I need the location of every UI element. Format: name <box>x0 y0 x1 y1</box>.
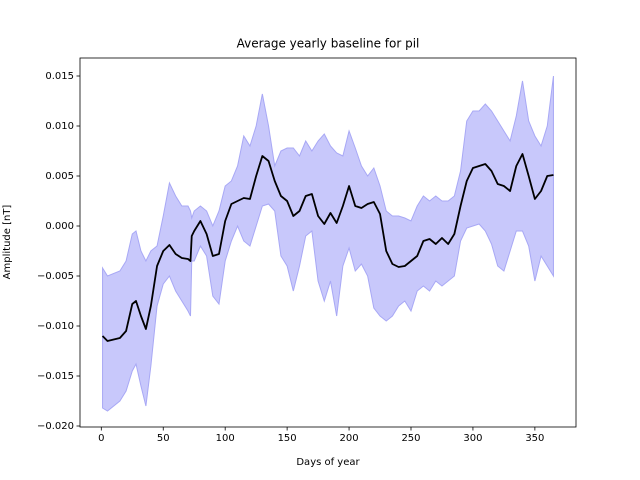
confidence-band <box>102 75 554 412</box>
x-tick-label: 100 <box>216 433 235 444</box>
x-tick-label: 300 <box>463 433 482 444</box>
y-tick-label: −0.005 <box>37 271 74 282</box>
y-axis-label: Amplitude [nT] <box>2 205 13 280</box>
y-tick-label: 0.010 <box>45 121 74 132</box>
y-tick-label: −0.010 <box>37 321 74 332</box>
y-tick-label: 0.000 <box>45 221 74 232</box>
x-tick-label: 150 <box>278 433 297 444</box>
y-tick-label: −0.015 <box>37 371 74 382</box>
y-tick-label: −0.020 <box>37 421 74 432</box>
mean-line <box>101 153 554 342</box>
y-tick-label: 0.005 <box>45 171 74 182</box>
chart-title: Average yearly baseline for pil <box>237 37 420 51</box>
x-tick-label: 350 <box>525 433 544 444</box>
y-tick-label: 0.015 <box>45 71 74 82</box>
x-tick-label: 50 <box>157 433 170 444</box>
x-tick-label: 250 <box>401 433 420 444</box>
x-tick-label: 200 <box>340 433 359 444</box>
plot-frame <box>79 57 577 428</box>
x-axis-label: Days of year <box>296 457 360 468</box>
x-tick-label: 0 <box>98 433 104 444</box>
